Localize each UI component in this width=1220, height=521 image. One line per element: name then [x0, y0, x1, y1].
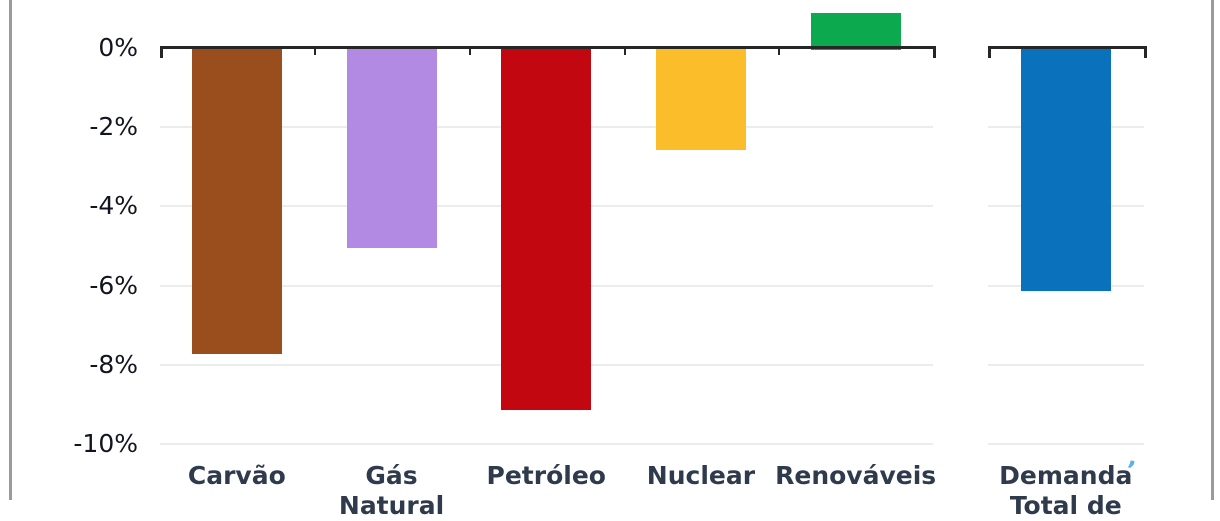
- category-label-line1: Nuclear: [646, 461, 756, 490]
- x-axis-tick: [933, 46, 936, 58]
- ytick-label-2: -2%: [89, 112, 138, 142]
- slide-right-border: [1211, 0, 1214, 500]
- category-label-line2: Natural: [338, 491, 445, 520]
- x-axis-demanda: [987, 46, 1146, 49]
- category-label-renova-veis: Renováveis: [741, 461, 971, 491]
- x-axis-tick: [778, 46, 781, 55]
- category-label-nuclear: Nuclear: [586, 461, 816, 491]
- category-label-line1: Carvão: [187, 461, 286, 490]
- bar-renova-veis: [810, 12, 901, 50]
- category-label-line1: Demanda: [999, 461, 1133, 490]
- bar-ga-s: [346, 46, 437, 248]
- bar-petro-leo: [501, 46, 592, 410]
- bar-carva-o: [191, 46, 282, 355]
- category-label-petro-leo: Petróleo: [431, 461, 661, 491]
- x-axis-tick: [468, 46, 471, 55]
- x-axis-tick: [159, 46, 163, 58]
- x-axis-tick: [1144, 46, 1147, 58]
- bar-nuclear: [655, 46, 746, 151]
- bar-demanda: [1020, 46, 1111, 292]
- ytick-label-0: 0%: [98, 33, 138, 62]
- gridline--10-panel2: [987, 443, 1144, 445]
- gridline--8-panel2: [987, 363, 1144, 366]
- slide-left-border: [9, 0, 12, 500]
- ytick-label-4: -4%: [89, 191, 138, 221]
- ytick-label-8: -8%: [89, 349, 138, 379]
- x-axis-tick: [987, 46, 991, 58]
- x-axis-tick: [623, 46, 626, 55]
- category-label-demanda: Demanda Total de: [951, 461, 1181, 521]
- x-axis-main: [159, 46, 935, 49]
- category-label-line1: Renováveis: [775, 461, 937, 490]
- ytick-label-6: -6%: [89, 270, 138, 300]
- x-axis-tick: [314, 46, 317, 55]
- category-label-line2: Total de: [1009, 491, 1122, 520]
- category-label-line1: Gás: [365, 461, 418, 490]
- ytick-label-10: -10%: [73, 429, 138, 458]
- gridline--10-panel1: [159, 443, 933, 445]
- slide-canvas: { "chart_data": { "type": "bar", "title"…: [9, 0, 1214, 520]
- category-label-line1: Petróleo: [486, 461, 606, 490]
- category-label-carva-o: Carvão: [122, 461, 352, 491]
